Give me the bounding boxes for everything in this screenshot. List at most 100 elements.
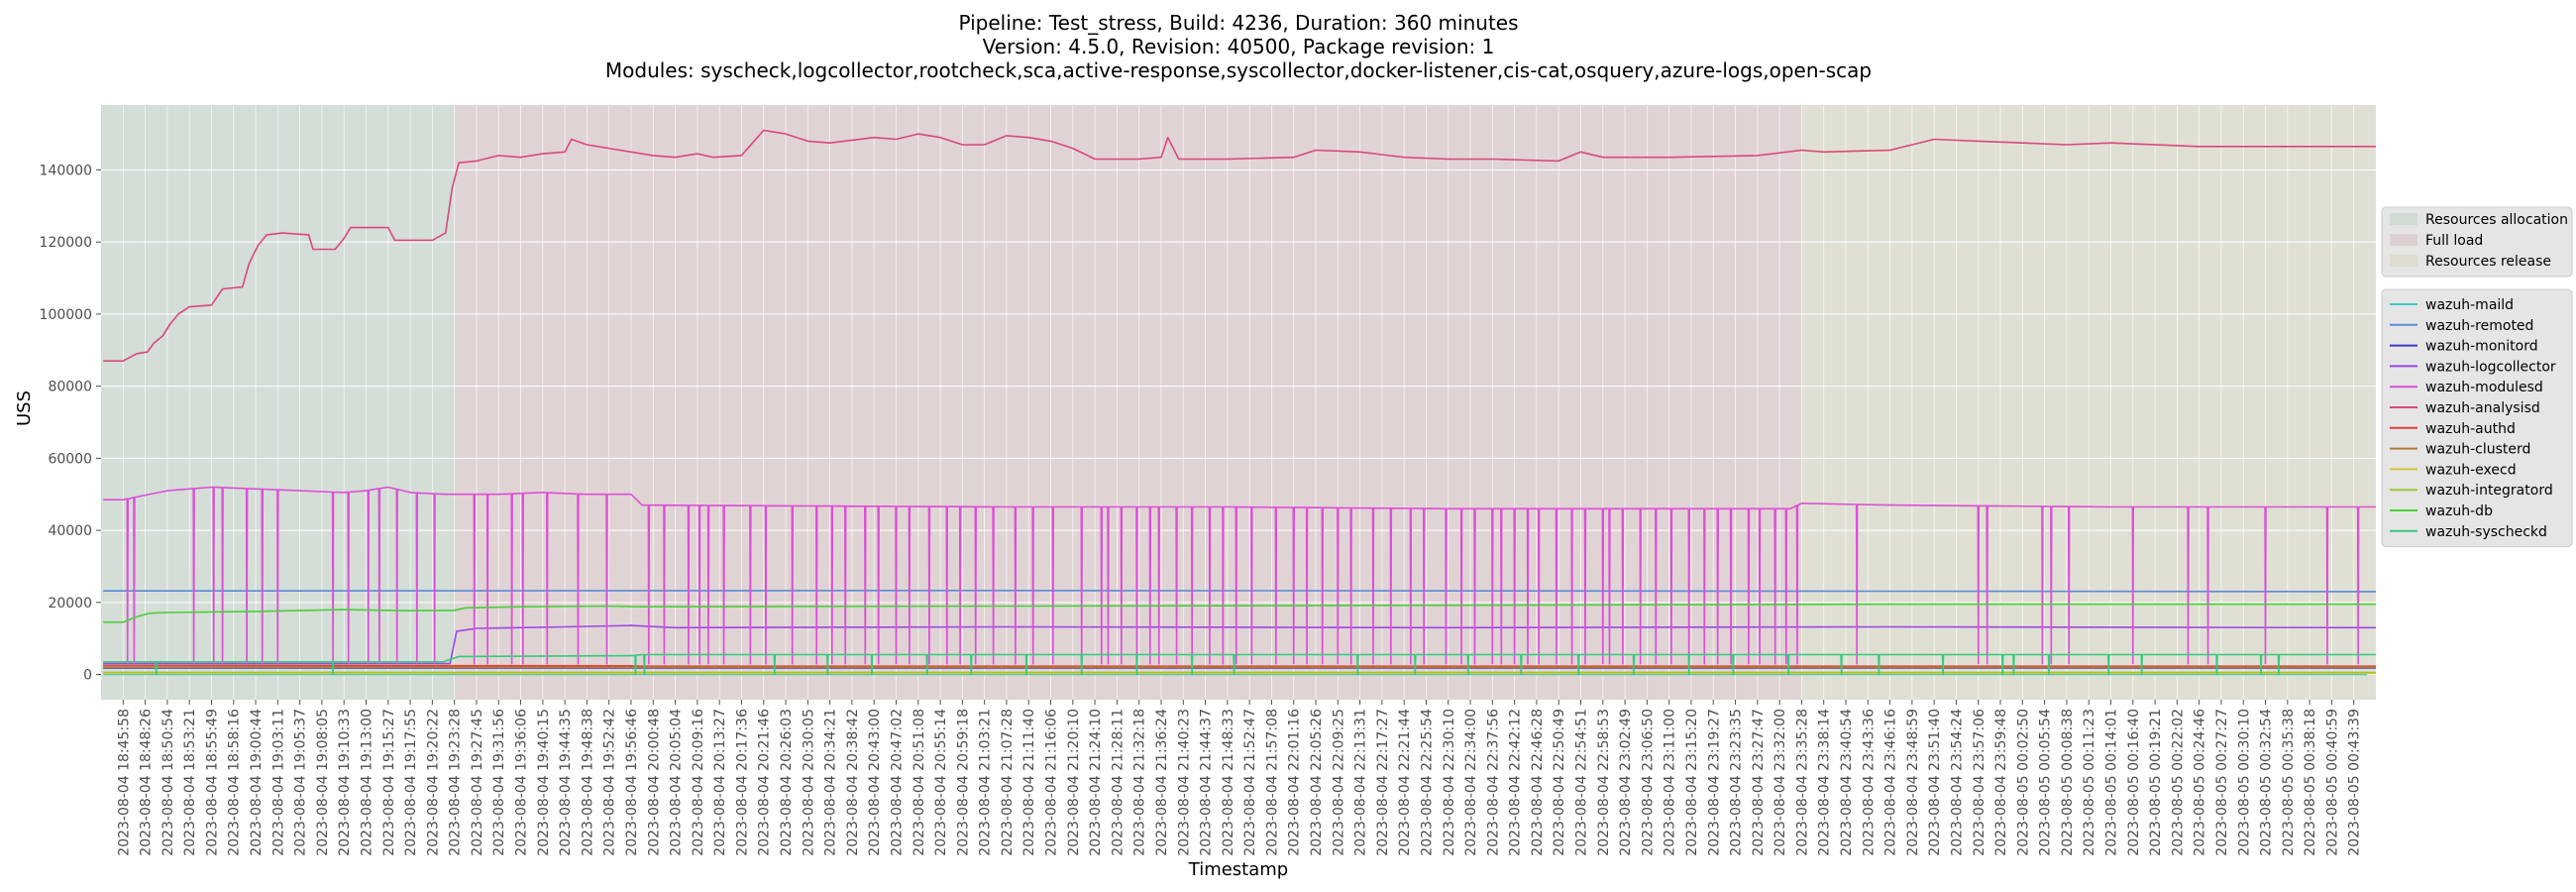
x-tick-label: 2023-08-04 23:57:06 bbox=[1972, 709, 1987, 856]
chart-title-line: Modules: syscheck,logcollector,rootcheck… bbox=[605, 58, 1872, 82]
series-line-wazuh-analysisd bbox=[103, 129, 2376, 362]
legend-phase-label: Resources release bbox=[2425, 254, 2551, 270]
x-tick-label: 2023-08-04 23:48:59 bbox=[1905, 709, 1921, 856]
x-tick-label: 2023-08-04 19:36:06 bbox=[514, 709, 530, 856]
x-tick-label: 2023-08-04 18:48:26 bbox=[139, 709, 155, 856]
x-tick-label: 2023-08-04 23:23:35 bbox=[1729, 709, 1745, 856]
series-line-wazuh-syscheckd bbox=[103, 653, 2376, 676]
x-tick-label: 2023-08-04 23:15:20 bbox=[1684, 709, 1700, 856]
x-tick-label: 2023-08-04 21:57:08 bbox=[1264, 709, 1280, 856]
legend-phase-box bbox=[2381, 206, 2573, 278]
legend-series-label: wazuh-syscheckd bbox=[2425, 524, 2547, 540]
x-tick-label: 2023-08-04 19:10:33 bbox=[337, 709, 353, 856]
x-tick-label: 2023-08-04 19:48:38 bbox=[580, 709, 595, 856]
y-tick-label: 40000 bbox=[48, 523, 92, 539]
y-tick-label: 0 bbox=[83, 668, 92, 684]
x-tick-label: 2023-08-05 00:05:54 bbox=[2038, 709, 2054, 856]
x-tick-label: 2023-08-04 20:17:36 bbox=[734, 709, 750, 856]
y-tick-label: 60000 bbox=[48, 451, 92, 467]
series-line-wazuh-logcollector bbox=[103, 624, 2377, 665]
x-tick-label: 2023-08-04 22:50:49 bbox=[1552, 709, 1567, 856]
x-tick-label: 2023-08-04 22:01:16 bbox=[1287, 709, 1303, 856]
x-tick-label: 2023-08-04 20:00:48 bbox=[646, 709, 662, 856]
chart-title-line: Pipeline: Test_stress, Build: 4236, Dura… bbox=[958, 11, 1518, 35]
x-tick-label: 2023-08-04 23:11:00 bbox=[1663, 709, 1678, 856]
x-tick-label: 2023-08-04 21:28:11 bbox=[1110, 709, 1126, 856]
x-tick-label: 2023-08-04 20:38:42 bbox=[845, 709, 861, 856]
x-tick-label: 2023-08-04 20:34:21 bbox=[823, 709, 839, 856]
legend-series-label: wazuh-remoted bbox=[2425, 318, 2533, 334]
legend-series-label: wazuh-execd bbox=[2425, 462, 2517, 478]
series-line-wazuh-remoted bbox=[103, 590, 2377, 593]
x-tick-label: 2023-08-04 22:09:25 bbox=[1331, 709, 1346, 856]
x-tick-label: 2023-08-04 18:58:16 bbox=[227, 709, 243, 856]
x-tick-label: 2023-08-04 23:32:00 bbox=[1772, 709, 1788, 856]
x-tick-label: 2023-08-04 20:59:18 bbox=[955, 709, 971, 856]
x-tick-label: 2023-08-04 21:48:33 bbox=[1221, 709, 1236, 856]
x-tick-label: 2023-08-04 21:16:06 bbox=[1044, 709, 1060, 856]
x-tick-label: 2023-08-04 22:58:53 bbox=[1596, 709, 1612, 856]
x-tick-label: 2023-08-04 21:32:18 bbox=[1132, 709, 1148, 856]
x-tick-label: 2023-08-05 00:08:38 bbox=[2060, 709, 2076, 856]
x-tick-label: 2023-08-04 20:51:08 bbox=[912, 709, 927, 856]
x-tick-label: 2023-08-04 19:00:44 bbox=[249, 709, 265, 856]
series-line-wazuh-authd bbox=[103, 664, 2376, 667]
x-tick-label: 2023-08-04 20:13:27 bbox=[712, 709, 728, 856]
x-tick-label: 2023-08-04 23:06:50 bbox=[1640, 709, 1656, 856]
x-tick-label: 2023-08-04 19:05:37 bbox=[293, 709, 309, 856]
x-tick-label: 2023-08-05 00:19:21 bbox=[2148, 709, 2164, 856]
legend-phases: Resources allocation Full load Resources r… bbox=[2381, 206, 2573, 278]
x-tick-label: 2023-08-05 00:22:02 bbox=[2170, 709, 2186, 856]
x-tick-label: 2023-08-05 00:24:46 bbox=[2193, 709, 2208, 856]
y-axis-label: USS bbox=[14, 390, 35, 426]
x-tick-label: 2023-08-04 19:03:11 bbox=[270, 709, 286, 856]
y-tick-label: 80000 bbox=[48, 380, 92, 395]
legend-series-label: wazuh-monitord bbox=[2425, 339, 2538, 355]
y-tick-label: 140000 bbox=[40, 163, 92, 178]
x-tick-label: 2023-08-05 00:16:40 bbox=[2126, 709, 2142, 856]
x-tick-label: 2023-08-04 19:23:28 bbox=[448, 709, 464, 856]
x-tick-label: 2023-08-04 19:56:46 bbox=[624, 709, 640, 856]
legend-phase-label: Full load bbox=[2425, 233, 2483, 249]
x-tick-label: 2023-08-04 23:51:40 bbox=[1927, 709, 1943, 856]
x-tick-label: 2023-08-04 22:05:26 bbox=[1309, 709, 1325, 856]
legend-phase-swatch bbox=[2390, 234, 2417, 246]
x-tick-label: 2023-08-05 00:38:18 bbox=[2303, 709, 2318, 856]
y-tick-label: 100000 bbox=[40, 307, 92, 323]
x-tick-label: 2023-08-04 22:25:54 bbox=[1420, 709, 1436, 856]
x-tick-label: 2023-08-04 21:40:23 bbox=[1176, 709, 1192, 856]
x-tick-label: 2023-08-04 22:46:28 bbox=[1530, 709, 1546, 856]
x-tick-label: 2023-08-05 00:32:54 bbox=[2259, 709, 2275, 856]
x-tick-label: 2023-08-04 21:03:21 bbox=[978, 709, 994, 856]
x-tick-label: 2023-08-04 22:21:44 bbox=[1397, 709, 1413, 856]
y-axis-ticks: 0 20000 40000 60000 80000 100000 120000 140000 bbox=[40, 163, 101, 684]
x-tick-label: 2023-08-04 19:15:27 bbox=[381, 709, 397, 856]
x-tick-label: 2023-08-04 21:07:28 bbox=[1000, 709, 1016, 856]
x-tick-label: 2023-08-04 19:17:55 bbox=[403, 709, 419, 856]
legend-series: wazuh-maild wazuh-remoted wazuh-monitord wa… bbox=[2381, 288, 2573, 548]
legend-series-label: wazuh-analysisd bbox=[2425, 400, 2540, 416]
x-tick-label: 2023-08-04 22:30:10 bbox=[1442, 709, 1457, 856]
legend-series-label: wazuh-db bbox=[2425, 503, 2493, 519]
x-axis-ticks: 2023-08-04 18:45:58 2023-08-04 18:48:26 20… bbox=[116, 700, 2363, 856]
x-tick-label: 2023-08-04 19:13:00 bbox=[360, 709, 376, 856]
x-tick-label: 2023-08-04 22:13:31 bbox=[1353, 709, 1369, 856]
x-tick-label: 2023-08-05 00:43:39 bbox=[2347, 709, 2363, 856]
x-tick-label: 2023-08-05 00:35:38 bbox=[2281, 709, 2297, 856]
legend-series-label: wazuh-logcollector bbox=[2425, 359, 2556, 375]
legend-series-label: wazuh-clusterd bbox=[2425, 442, 2530, 458]
x-tick-label: 2023-08-04 23:40:54 bbox=[1839, 709, 1855, 856]
plot-area bbox=[101, 105, 2377, 700]
x-tick-label: 2023-08-04 20:26:03 bbox=[779, 709, 795, 856]
x-tick-label: 2023-08-04 22:42:12 bbox=[1508, 709, 1524, 856]
legend-series-box bbox=[2381, 288, 2573, 548]
x-tick-label: 2023-08-04 23:02:49 bbox=[1618, 709, 1634, 856]
y-tick-label: 120000 bbox=[40, 235, 92, 251]
x-tick-label: 2023-08-04 19:31:56 bbox=[491, 709, 507, 856]
x-tick-label: 2023-08-04 18:50:54 bbox=[161, 709, 176, 856]
chart-title: Pipeline: Test_stress, Build: 4236, Dura… bbox=[605, 11, 1872, 82]
x-tick-label: 2023-08-04 23:43:36 bbox=[1861, 709, 1877, 856]
plot-background bbox=[101, 105, 2376, 700]
x-tick-label: 2023-08-04 23:59:48 bbox=[1993, 709, 2009, 856]
